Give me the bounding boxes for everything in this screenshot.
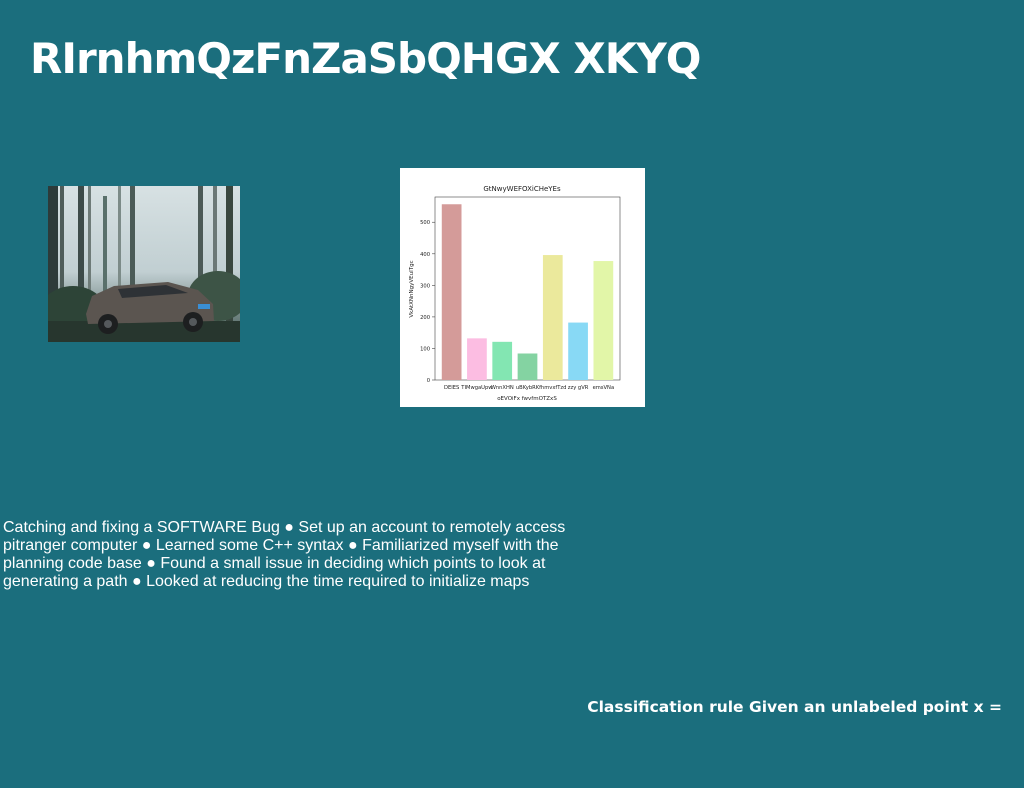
bar-1	[467, 338, 487, 380]
chart-title: GtNwyWEFOXiCHeYEs	[483, 185, 561, 193]
bar-0	[441, 204, 462, 380]
x-tick-label: TIMwgaUpw	[460, 385, 493, 391]
activity-summary-text: Catching and fixing a SOFTWARE Bug ● Set…	[3, 519, 566, 590]
x-tick-label: DEIES	[444, 385, 459, 391]
page-title: RIrnhmQzFnZaSbQHGX XKYQ	[30, 34, 701, 83]
bar-4	[542, 255, 563, 380]
classification-rule-text: Classification rule Given an unlabeled p…	[587, 698, 1002, 716]
y-tick-label: 500	[420, 220, 430, 226]
bar-chart-svg: GtNwyWEFOXiCHeYEs oEVOiFx fwvfmOTZxS VkA…	[409, 185, 621, 402]
plot-frame	[434, 196, 621, 381]
bar-2	[492, 341, 513, 380]
bar-chart: GtNwyWEFOXiCHeYEs oEVOiFx fwvfmOTZxS VkA…	[400, 168, 645, 407]
y-axis-label: VkAtXNnNgyVEuITgc	[409, 260, 415, 317]
x-tick-label: zzy gVR	[568, 385, 589, 391]
bars-group	[441, 204, 614, 380]
x-tick-label: emsVNa	[593, 385, 615, 391]
x-axis-label: oEVOiFx fwvfmOTZxS	[497, 396, 557, 402]
x-tick-label: uBKybRK	[516, 385, 540, 391]
y-tick-label: 0	[427, 378, 430, 384]
bar-5	[568, 322, 588, 380]
car-forest-photo	[48, 186, 240, 342]
x-tick-label: WnnXHN	[491, 385, 514, 391]
bar-3	[517, 353, 538, 380]
bar-6	[593, 261, 614, 380]
y-tick-label: 400	[420, 252, 430, 258]
y-tick-label: 300	[420, 283, 430, 289]
x-tick-label: fhmvxfTzd	[539, 385, 566, 391]
y-tick-label: 200	[420, 315, 430, 321]
car-photo-image	[48, 186, 240, 342]
y-tick-label: 100	[420, 346, 430, 352]
y-ticks-group: 0 100 200 300 400 500	[420, 220, 435, 384]
